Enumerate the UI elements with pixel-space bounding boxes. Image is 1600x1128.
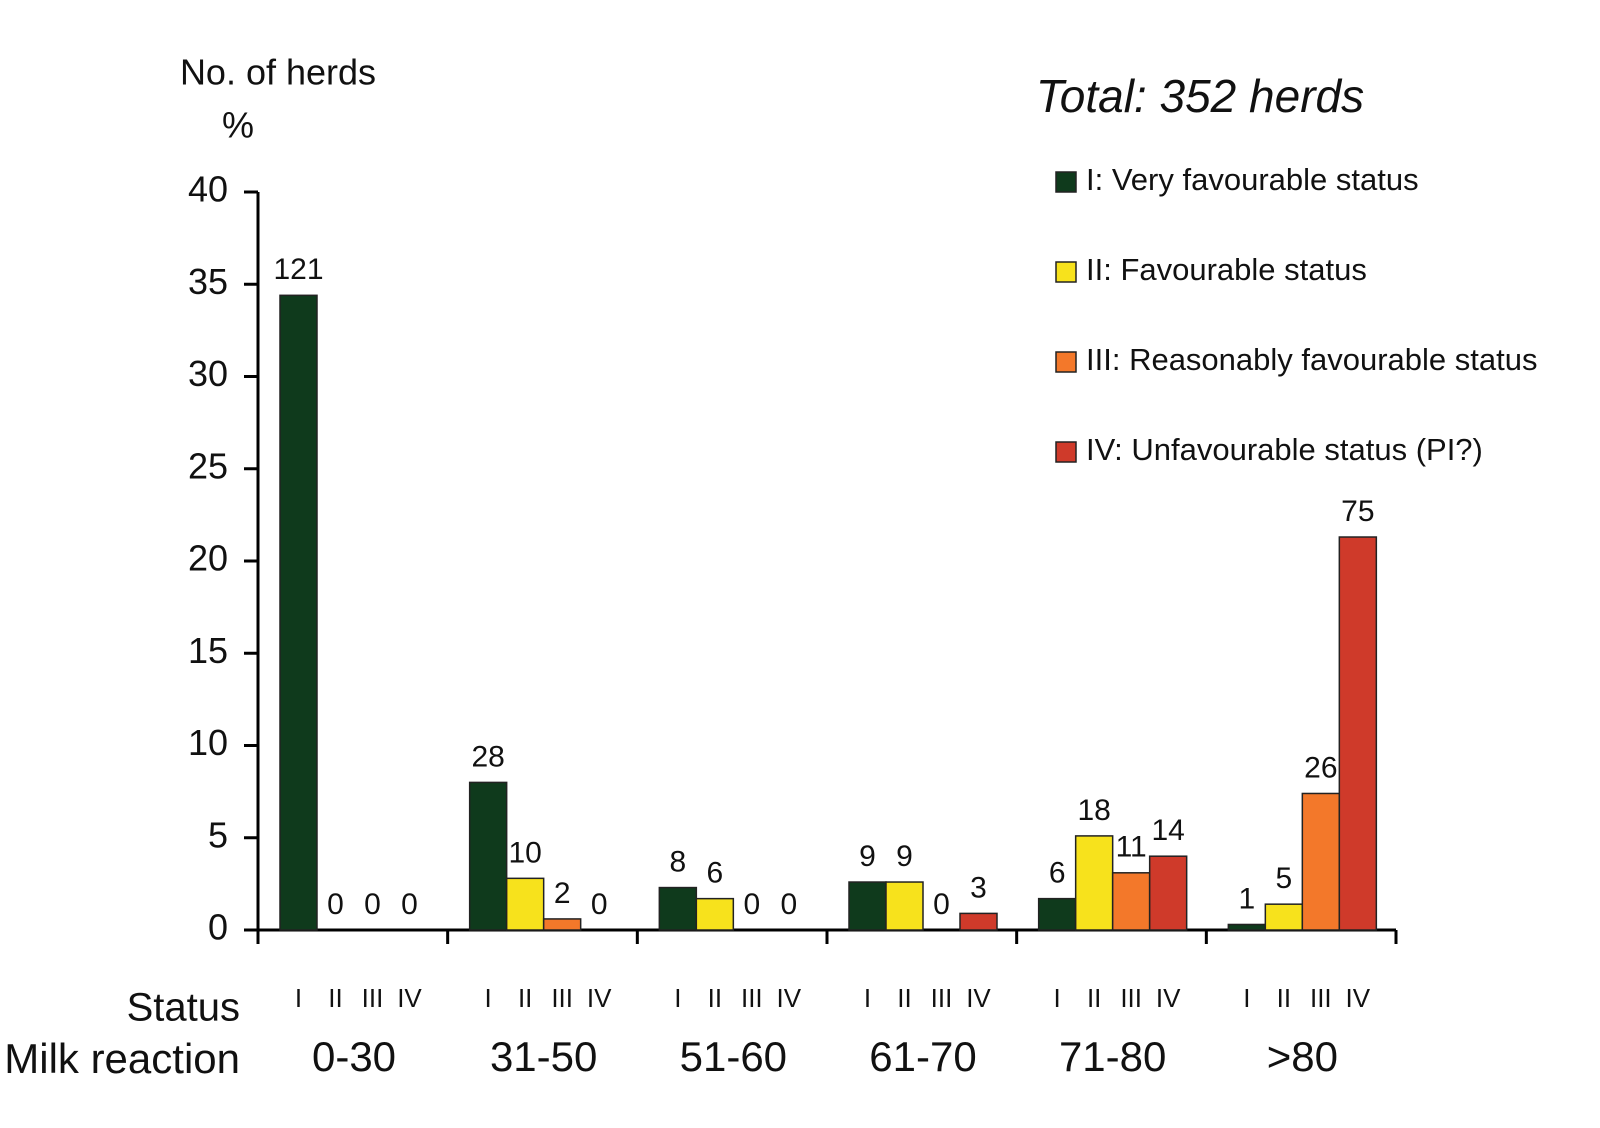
status-label: III	[741, 983, 763, 1013]
data-label: 1	[1238, 882, 1255, 915]
y-tick-label: 30	[188, 353, 228, 394]
status-label: IV	[587, 983, 612, 1013]
data-label: 6	[706, 857, 723, 890]
status-label: I	[1243, 983, 1250, 1013]
status-label: II	[708, 983, 722, 1013]
data-label: 5	[1275, 862, 1292, 895]
x-tick-label: 31-50	[490, 1033, 597, 1080]
bar	[1074, 835, 1114, 931]
bar	[1111, 872, 1151, 931]
x-tick-label: 71-80	[1059, 1033, 1166, 1080]
data-label: 0	[933, 888, 950, 921]
x-tick-label: 61-70	[869, 1033, 976, 1080]
bar	[885, 881, 924, 931]
status-label: III	[551, 983, 573, 1013]
status-label: II	[1277, 983, 1291, 1013]
y-tick-label: 10	[188, 722, 228, 763]
data-label: 11	[1116, 831, 1147, 864]
bar	[658, 886, 698, 931]
status-label: III	[1310, 983, 1332, 1013]
status-label: I	[674, 983, 681, 1013]
y-axis-label: No. of herds	[180, 52, 376, 93]
status-label: II	[518, 983, 532, 1013]
status-label: I	[295, 983, 302, 1013]
x-tick-label: >80	[1267, 1033, 1338, 1080]
data-label: 28	[471, 740, 504, 773]
data-label: 0	[591, 888, 608, 921]
bar	[468, 781, 508, 931]
data-label: 8	[669, 845, 686, 878]
data-label: 0	[327, 888, 344, 921]
bar	[1301, 792, 1341, 931]
status-label: IV	[777, 983, 802, 1013]
status-label: II	[897, 983, 911, 1013]
data-label: 121	[273, 253, 323, 286]
status-label: I	[1054, 983, 1061, 1013]
legend-label: III: Reasonably favourable status	[1086, 342, 1537, 377]
status-label: III	[362, 983, 384, 1013]
data-label: 3	[970, 871, 987, 904]
status-label: II	[328, 983, 342, 1013]
data-label: 0	[401, 888, 418, 921]
legend-label: II: Favourable status	[1086, 252, 1367, 287]
bar	[1037, 897, 1077, 931]
y-tick-label: 0	[208, 907, 228, 948]
x-tick-label: 51-60	[680, 1033, 787, 1080]
y-tick-label: 15	[188, 630, 228, 671]
bar	[505, 877, 545, 931]
data-label: 18	[1077, 794, 1110, 827]
data-label: 10	[508, 836, 541, 869]
bar	[848, 881, 887, 931]
y-tick-label: 5	[208, 814, 228, 855]
status-label: IV	[397, 983, 422, 1013]
data-label: 14	[1151, 814, 1184, 847]
status-row-label: Status	[127, 986, 240, 1030]
bar	[1148, 855, 1188, 931]
status-label: III	[931, 983, 953, 1013]
legend-swatch	[1055, 351, 1077, 373]
data-label: 26	[1304, 751, 1337, 784]
bar	[1227, 923, 1267, 931]
status-label: IV	[966, 983, 991, 1013]
data-label: 9	[859, 840, 876, 873]
y-tick-label: 40	[188, 169, 228, 210]
chart-title: Total: 352 herds	[1036, 70, 1364, 122]
status-label: III	[1120, 983, 1142, 1013]
legend-swatch	[1055, 171, 1077, 193]
y-tick-label: 35	[188, 261, 228, 302]
data-label: 9	[896, 840, 913, 873]
legend-label: IV: Unfavourable status (PI?)	[1086, 432, 1483, 467]
legend-swatch	[1055, 441, 1077, 463]
legend-swatch	[1055, 261, 1077, 283]
data-label: 0	[780, 888, 797, 921]
bar	[542, 918, 582, 931]
legend-label: I: Very favourable status	[1086, 162, 1419, 197]
bar	[959, 912, 998, 931]
y-tick-label: 20	[188, 538, 228, 579]
status-label: IV	[1156, 983, 1181, 1013]
y-axis-unit: %	[222, 105, 254, 146]
y-tick-label: 25	[188, 445, 228, 486]
category-row-label: Milk reaction	[4, 1035, 240, 1082]
bar	[279, 294, 318, 931]
status-label: I	[485, 983, 492, 1013]
data-label: 6	[1049, 857, 1066, 890]
status-label: I	[864, 983, 871, 1013]
data-label: 0	[364, 888, 381, 921]
status-label: IV	[1346, 983, 1371, 1013]
bar	[1264, 903, 1304, 931]
data-label: 2	[554, 877, 571, 910]
x-tick-label: 0-30	[312, 1033, 396, 1080]
status-label: II	[1087, 983, 1101, 1013]
data-label: 75	[1341, 495, 1374, 528]
bar	[1338, 536, 1378, 931]
data-label: 0	[743, 888, 760, 921]
bar	[695, 897, 735, 931]
